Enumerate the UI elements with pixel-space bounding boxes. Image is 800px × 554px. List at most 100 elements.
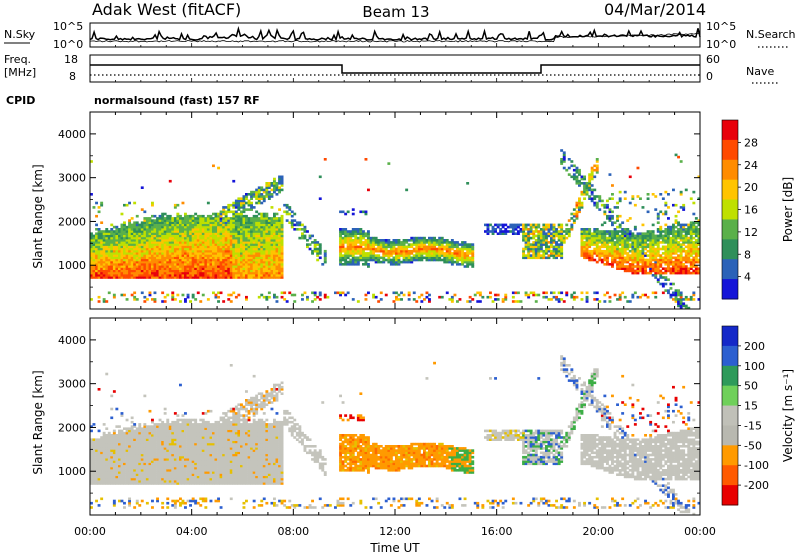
heatmap-cell [102, 298, 106, 301]
heatmap-cell [206, 230, 210, 233]
heatmap-cell [260, 263, 264, 266]
heatmap-cell [265, 193, 269, 196]
heatmap-cell [97, 445, 101, 448]
heatmap-cell [631, 247, 635, 251]
heatmap-cell [621, 252, 625, 255]
heatmap-cell [267, 223, 271, 227]
heatmap-cell [677, 210, 680, 214]
heatmap-cell [125, 256, 129, 260]
heatmap-cell [641, 236, 645, 240]
heatmap-cell [120, 234, 124, 238]
heatmap-cell [229, 267, 233, 270]
heatmap-cell [603, 212, 607, 216]
heatmap-cell [270, 276, 274, 279]
heatmap-cell [265, 219, 269, 222]
heatmap-cell [557, 232, 561, 235]
heatmap-cell [389, 263, 393, 266]
heatmap-cell [397, 249, 401, 253]
heatmap-cell [402, 243, 406, 246]
heatmap-cell [209, 265, 213, 268]
heatmap-cell [184, 243, 187, 246]
heatmap-cell [542, 291, 546, 295]
heatmap-cell [423, 252, 426, 255]
heatmap-cell [679, 258, 683, 262]
heatmap-cell [306, 245, 309, 249]
heatmap-cell [440, 239, 444, 242]
heatmap-cell [384, 254, 388, 257]
heatmap-cell [255, 188, 259, 192]
heatmap-cell [621, 263, 625, 266]
heatmap-cell [405, 239, 409, 242]
heatmap-cell [206, 267, 210, 270]
heatmap-cell [583, 188, 586, 192]
heatmap-cell [654, 260, 658, 264]
heatmap-cell [186, 267, 190, 270]
heatmap-cell [97, 451, 101, 455]
heatmap-cell [245, 276, 248, 279]
heatmap-cell [687, 254, 691, 257]
heatmap-cell [341, 245, 345, 249]
heatmap-cell [484, 230, 487, 233]
heatmap-cell [97, 504, 101, 507]
heatmap-cell [621, 254, 625, 257]
heatmap-cell [603, 243, 607, 246]
heatmap-cell [163, 295, 167, 299]
heatmap-cell [588, 256, 592, 260]
heatmap-cell [463, 247, 467, 251]
heatmap-cell [168, 232, 172, 235]
heatmap-cell [247, 221, 251, 224]
heatmap-cell [110, 263, 114, 266]
heatmap-cell [123, 228, 126, 231]
heatmap-cell [196, 265, 200, 268]
heatmap-cell [628, 217, 632, 220]
heatmap-cell [608, 208, 612, 211]
heatmap-cell [173, 260, 177, 264]
heatmap-cell [532, 256, 536, 260]
heatmap-cell [682, 304, 686, 308]
heatmap-cell [443, 247, 447, 251]
heatmap-cell [667, 254, 670, 257]
heatmap-cell [270, 217, 274, 220]
heatmap-cell [255, 201, 259, 205]
heatmap-cell [545, 245, 548, 249]
heatmap-cell [285, 219, 289, 222]
heatmap-cell [618, 236, 622, 240]
heatmap-cell [130, 241, 134, 244]
heatmap-cell [270, 232, 274, 235]
heatmap-cell [694, 228, 698, 231]
heatmap-cell [672, 245, 675, 249]
heatmap-cell [697, 254, 700, 257]
heatmap-cell [392, 256, 396, 260]
heatmap-cell [250, 223, 253, 227]
nsearch-tick-bottom: 10^0 [706, 38, 736, 51]
heatmap-cell [209, 239, 213, 242]
heatmap-cell [224, 221, 228, 224]
heatmap-cell [201, 260, 205, 264]
heatmap-cell [204, 223, 208, 227]
heatmap-cell [204, 221, 208, 224]
heatmap-cell [107, 453, 111, 457]
heatmap-cell [649, 232, 653, 235]
heatmap-cell [529, 249, 533, 253]
heatmap-cell [323, 258, 327, 262]
heatmap-cell [661, 230, 665, 233]
heatmap-cell [585, 232, 589, 235]
heatmap-cell [532, 241, 536, 244]
heatmap-cell [224, 265, 228, 268]
heatmap-cell [148, 269, 152, 273]
heatmap-cell [580, 190, 584, 194]
heatmap-cell [143, 249, 147, 253]
heatmap-cell [445, 247, 449, 251]
heatmap-cell [181, 247, 185, 251]
heatmap-cell [262, 219, 266, 222]
heatmap-cell [219, 258, 223, 262]
heatmap-cell [585, 243, 589, 246]
heatmap-cell [679, 295, 683, 299]
heatmap-cell [252, 263, 256, 266]
heatmap-cell [100, 203, 104, 207]
heatmap-cell [580, 228, 584, 231]
heatmap-cell [110, 455, 114, 459]
heatmap-cell [611, 197, 614, 200]
heatmap-cell [539, 247, 543, 251]
heatmap-cell [595, 160, 599, 163]
